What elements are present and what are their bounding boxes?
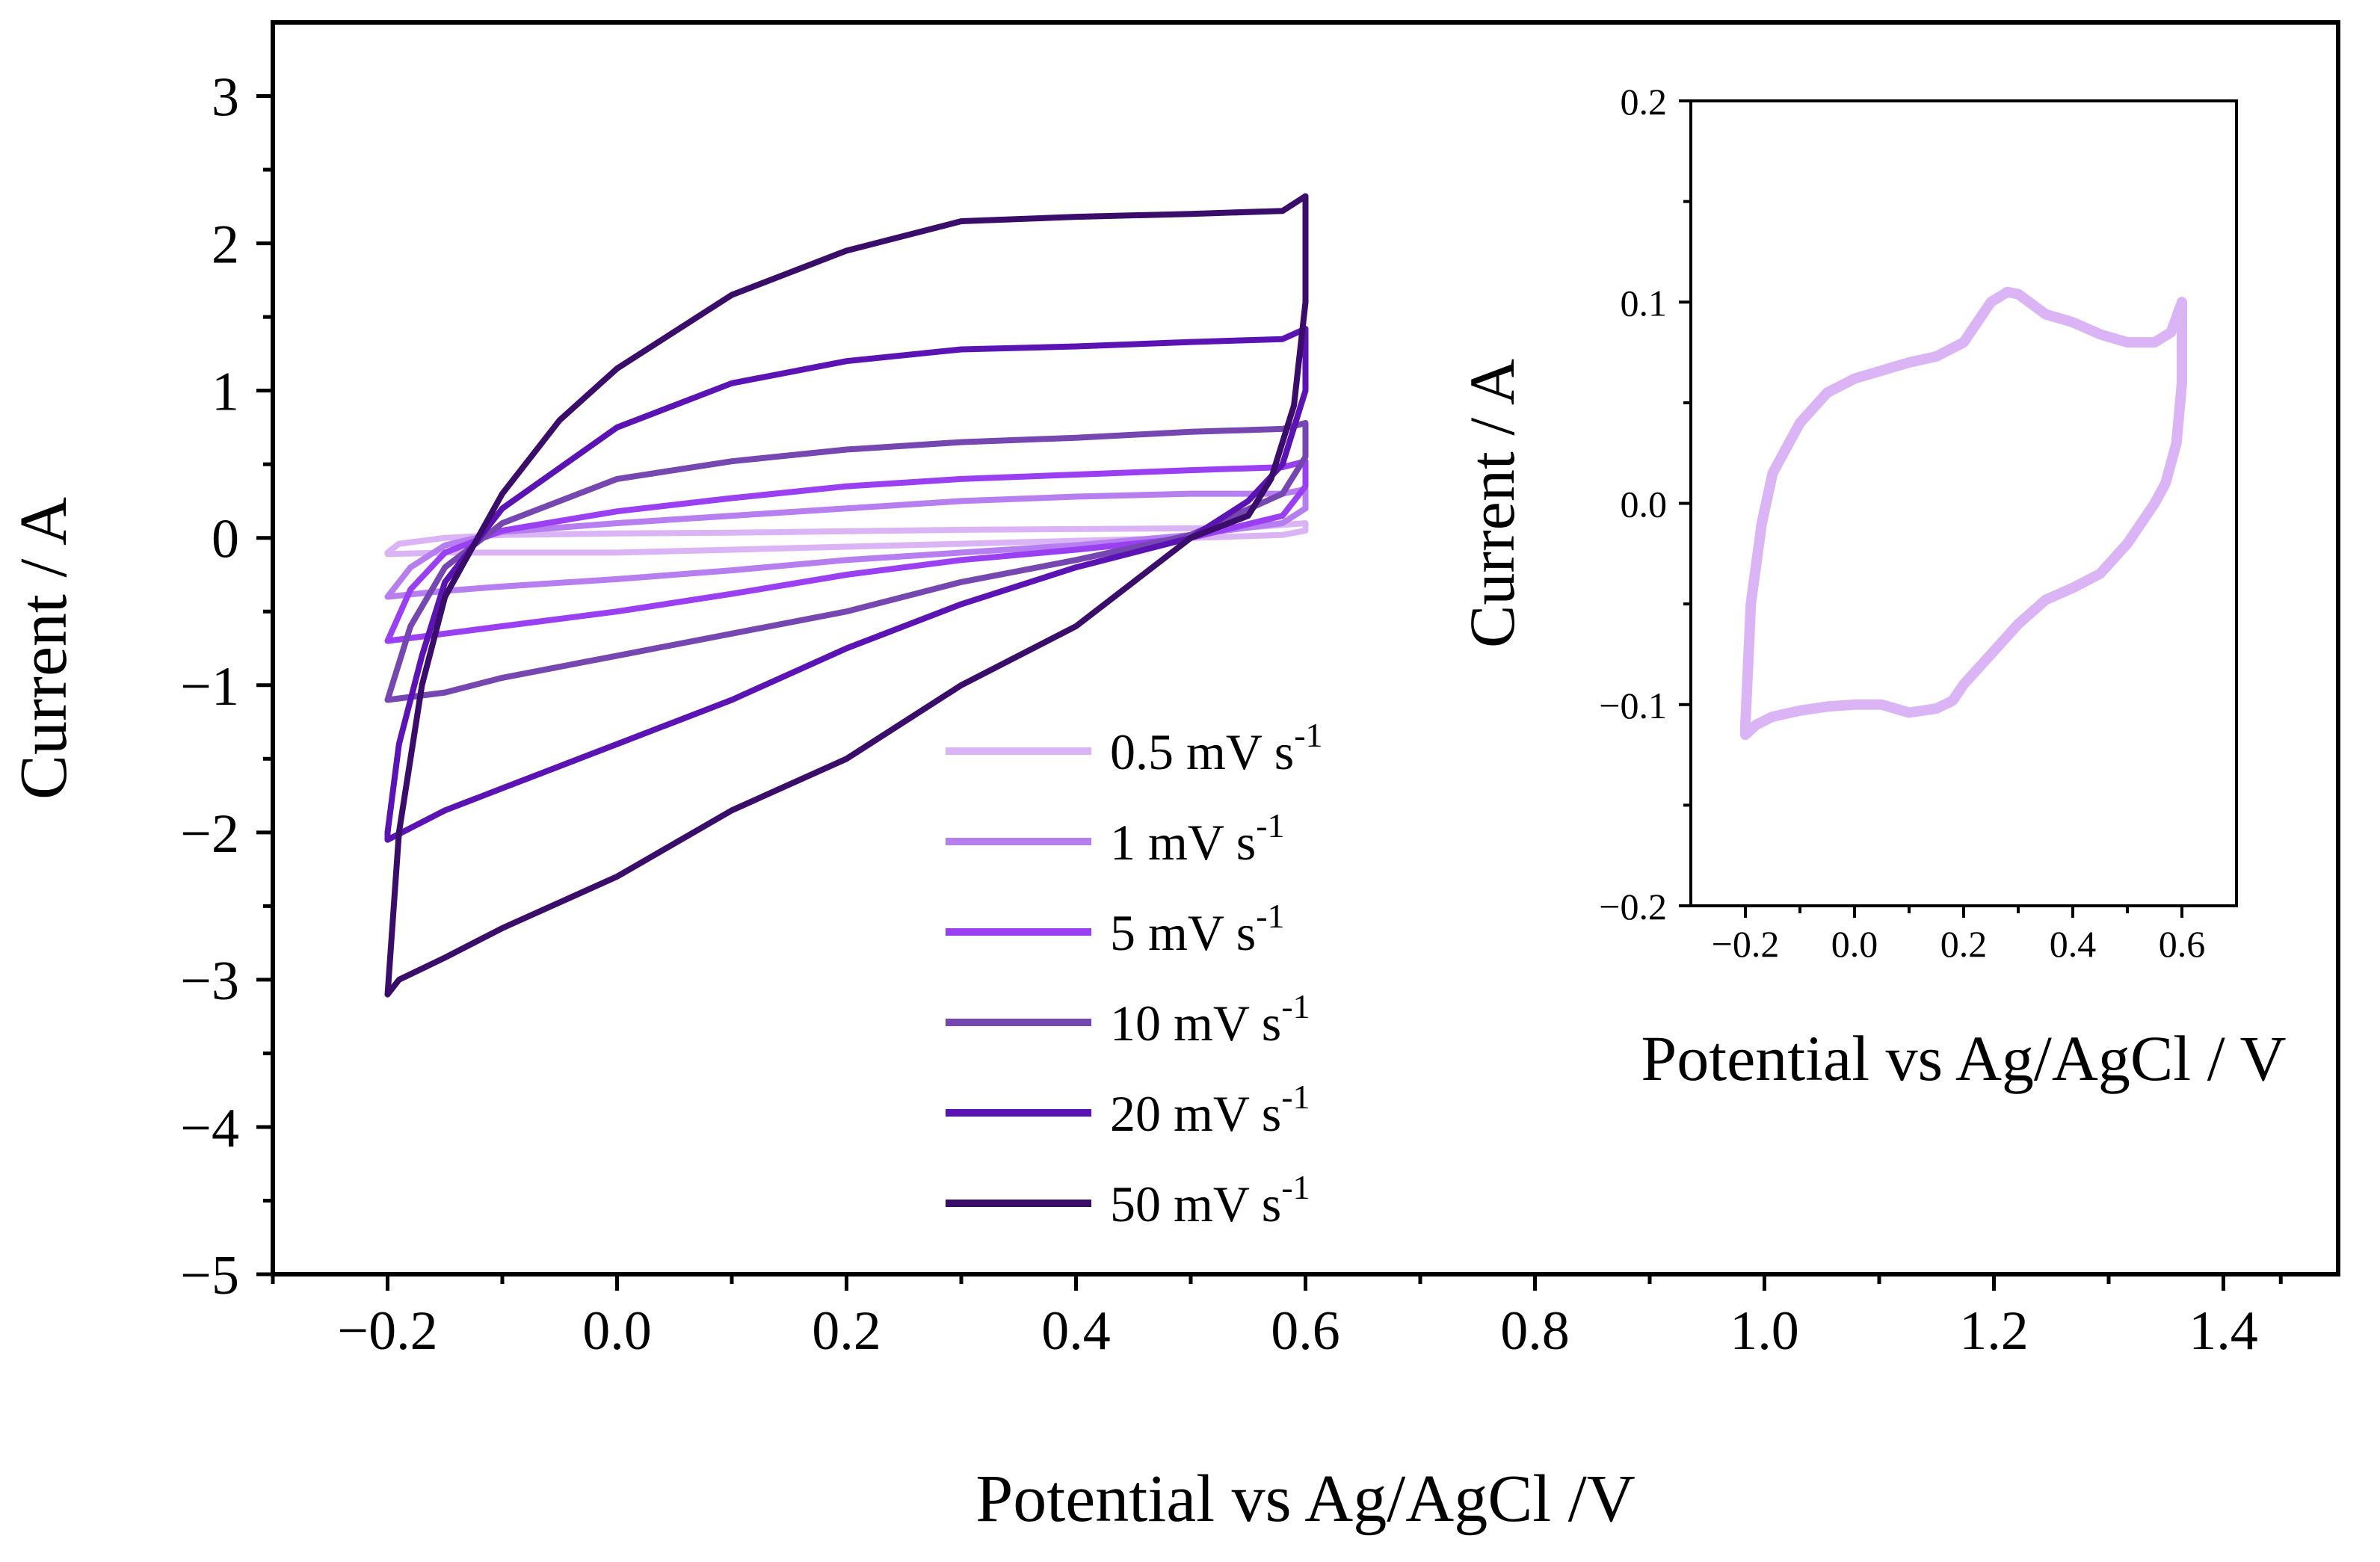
y-tick-label: 0.2 [1621, 81, 1668, 123]
x-axis-label: Potential vs Ag/AgCl /V [975, 1462, 1636, 1536]
inset-chart: −0.2 0.0 0.2 0.4 0.6 −0.2 −0.1 0.0 0.1 0.2 Potent… [1456, 81, 2287, 1094]
legend-label-4: 20 mV s-1 [1110, 1078, 1310, 1142]
y-tick-label: −1 [180, 656, 239, 717]
x-tick-label: 0.4 [1041, 1300, 1111, 1362]
x-tick-label: 0.0 [1831, 923, 1878, 965]
y-tick-label: −0.1 [1599, 685, 1667, 726]
y-tick-label: −0.2 [1599, 886, 1667, 927]
x-tick-label: 0.8 [1500, 1300, 1570, 1362]
inset-axis-ticks: −0.2 0.0 0.2 0.4 0.6 −0.2 −0.1 0.0 0.1 0.2 [1599, 81, 2205, 965]
y-tick-label: 2 [212, 214, 239, 276]
y-tick-label: 3 [212, 67, 239, 129]
y-tick-label: 0.1 [1621, 282, 1668, 324]
x-tick-label: 1.2 [1959, 1300, 2029, 1362]
inset-x-axis-label: Potential vs Ag/AgCl / V [1641, 1022, 2286, 1094]
y-tick-label: −3 [180, 951, 239, 1012]
x-tick-label: 0.6 [2159, 923, 2206, 965]
x-tick-label: 0.4 [2050, 923, 2097, 965]
series-line-0 [384, 520, 1309, 558]
legend-label-0: 0.5 mV s-1 [1110, 716, 1323, 780]
y-axis-label: Current / A [7, 497, 81, 800]
main-series-group [384, 193, 1309, 998]
y-tick-label: 1 [212, 362, 239, 423]
y-tick-label: 0 [212, 509, 239, 570]
y-tick-label: −5 [180, 1245, 239, 1306]
legend-label-1: 1 mV s-1 [1110, 806, 1285, 871]
x-tick-label: −0.2 [1712, 923, 1780, 965]
legend-label-2: 5 mV s-1 [1110, 897, 1285, 961]
series-line-3 [384, 420, 1309, 703]
x-tick-label: 1.0 [1730, 1300, 1799, 1362]
series-line-5 [384, 193, 1309, 998]
x-tick-label: 0.2 [1940, 923, 1988, 965]
x-tick-label: 0.0 [582, 1300, 652, 1362]
y-tick-label: 0.0 [1621, 484, 1668, 525]
x-tick-label: 1.4 [2189, 1300, 2258, 1362]
main-chart: −0.2 0.0 0.2 0.4 0.6 0.8 1.0 1.2 1.4 −5 −4 −3 −2 −1 0 1… [7, 20, 2340, 1536]
x-tick-label: −0.2 [337, 1300, 437, 1362]
y-tick-label: −4 [180, 1098, 239, 1159]
series-line-0 [1740, 286, 2187, 741]
series-line-4 [384, 325, 1309, 843]
y-tick-label: −2 [180, 803, 239, 865]
inset-series-group [1740, 286, 2187, 741]
inset-y-axis-label: Current / A [1456, 359, 1528, 648]
main-axis-ticks: −0.2 0.0 0.2 0.4 0.6 0.8 1.0 1.2 1.4 −5 −4 −3 −2 −1 0 1… [180, 67, 2283, 1362]
x-tick-label: 0.2 [812, 1300, 881, 1362]
legend-label-3: 10 mV s-1 [1110, 987, 1310, 1052]
legend: 0.5 mV s-1 1 mV s-1 5 mV s-1 10 mV s-1 20 mV… [946, 716, 1323, 1232]
legend-label-5: 50 mV s-1 [1110, 1168, 1310, 1232]
x-tick-label: 0.6 [1271, 1300, 1340, 1362]
